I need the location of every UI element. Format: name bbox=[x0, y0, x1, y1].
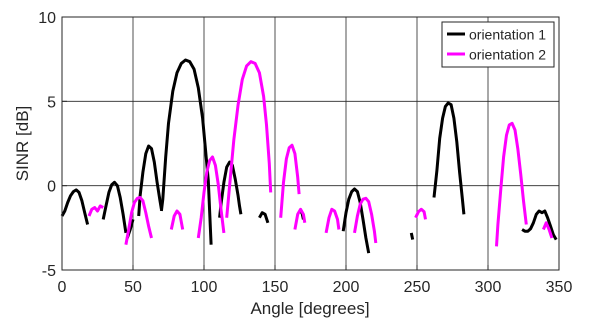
y-tick-label: 10 bbox=[38, 10, 56, 27]
x-axis-label: Angle [degrees] bbox=[250, 299, 369, 318]
series-line-segment bbox=[542, 221, 554, 239]
series-line-segment bbox=[495, 121, 528, 247]
series-line-segment bbox=[279, 143, 301, 218]
series-line-segment bbox=[341, 187, 371, 254]
series-line-segment bbox=[409, 232, 415, 240]
series-line-segment bbox=[324, 207, 341, 234]
series-line-segment bbox=[225, 60, 273, 218]
plot-frame bbox=[61, 16, 560, 271]
series-line-segment bbox=[521, 209, 558, 241]
x-tick-label: 100 bbox=[191, 279, 218, 296]
x-tick-label: 0 bbox=[58, 279, 67, 296]
x-tick-label: 150 bbox=[262, 279, 289, 296]
y-tick-label: 5 bbox=[47, 94, 56, 111]
legend-box bbox=[441, 21, 555, 68]
x-tick-label: 300 bbox=[475, 279, 502, 296]
series-line-segment bbox=[87, 204, 104, 217]
series-line-segment bbox=[124, 196, 153, 245]
series-line-segment bbox=[137, 144, 163, 217]
series-line-segment bbox=[196, 155, 226, 239]
series-line-segment bbox=[432, 101, 466, 215]
y-axis-label: SINR [dB] bbox=[13, 106, 32, 182]
y-tick-label: -5 bbox=[42, 263, 56, 280]
series-lines bbox=[60, 58, 558, 254]
series-line-segment bbox=[293, 207, 307, 230]
series-orientation-2 bbox=[87, 60, 554, 247]
series-line-segment bbox=[258, 211, 270, 224]
x-tick-label: 250 bbox=[404, 279, 431, 296]
series-line-segment bbox=[101, 180, 128, 234]
legend-label-orientation-2: orientation 2 bbox=[469, 47, 546, 63]
x-tick-label: 200 bbox=[333, 279, 360, 296]
y-tick-label: 0 bbox=[47, 179, 56, 196]
legend-label-orientation-1: orientation 1 bbox=[469, 27, 546, 43]
series-line-segment bbox=[353, 196, 378, 244]
series-line-segment bbox=[159, 58, 213, 245]
series-line-segment bbox=[169, 209, 185, 230]
x-tick-label: 50 bbox=[124, 279, 142, 296]
x-tick-label: 350 bbox=[546, 279, 573, 296]
series-line-segment bbox=[414, 207, 427, 220]
legend: orientation 1 orientation 2 bbox=[441, 21, 555, 68]
series-line-segment bbox=[60, 188, 90, 225]
